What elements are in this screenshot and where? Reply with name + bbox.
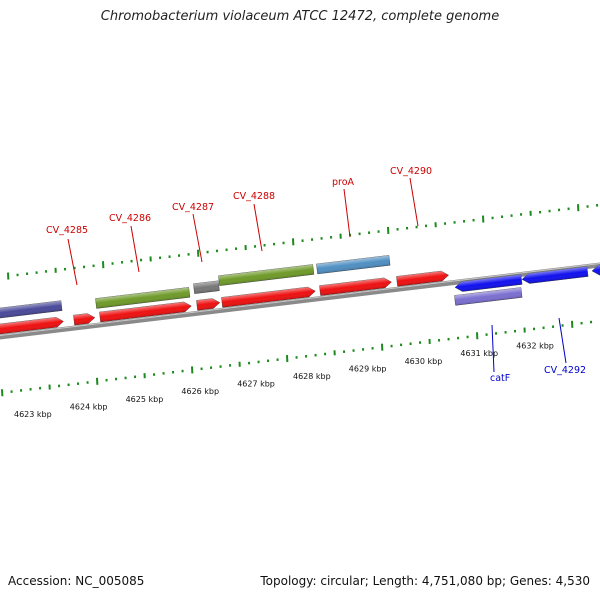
cog-block-lavender (454, 287, 523, 306)
scale-label: 4626 kbp (181, 387, 219, 396)
cog-block-green-2 (218, 264, 315, 286)
gene-label: CV_4292 (544, 365, 586, 376)
gene-label-leader (343, 188, 351, 238)
cds-arrow-cv4286 (99, 301, 192, 323)
gene-label: CV_4287 (172, 202, 214, 213)
scale-label: 4623 kbp (14, 410, 52, 419)
gene-label-leader (558, 317, 567, 364)
cds-arrow-cv4292 (521, 266, 589, 284)
gene-label-leader (253, 203, 263, 252)
scale-label: 4624 kbp (70, 402, 108, 411)
cds-arrow-cv4288 (221, 286, 316, 308)
cds-arrow-cv4287 (196, 298, 221, 311)
gene-label-leader (192, 213, 203, 263)
scale-label: 4627 kbp (237, 380, 275, 389)
accession-text: Accession: NC_005085 (8, 574, 145, 588)
genome-summary-text: Topology: circular; Length: 4,751,080 bp… (260, 574, 590, 588)
cog-block-purple (0, 300, 63, 319)
map-title: Chromobacterium violaceum ATCC 12472, co… (100, 9, 500, 24)
gene-label-leader (409, 177, 419, 227)
cog-block-green (95, 287, 191, 309)
cds-arrow-proa (319, 277, 392, 296)
gene-label: proA (332, 177, 355, 188)
gene-label: CV_4285 (46, 225, 88, 236)
cog-block-gray (193, 280, 220, 294)
gene-label-leader (130, 225, 140, 273)
backbone-highlight (0, 262, 600, 337)
gene-label: CV_4288 (233, 191, 275, 202)
cog-block-steel (316, 255, 391, 275)
scale-label: 4628 kbp (293, 372, 331, 381)
gene-label: CV_4290 (390, 166, 432, 177)
gene-label-leader (67, 238, 78, 286)
scale-label: 4629 kbp (349, 364, 387, 373)
scale-label: 4630 kbp (405, 357, 443, 366)
gene-label-leader (491, 324, 495, 373)
gene-label: CV_4286 (109, 213, 151, 224)
scale-label: 4631 kbp (460, 349, 498, 358)
cds-arrow-next (591, 262, 600, 276)
cds-arrow-catf (454, 274, 523, 292)
scale-label: 4625 kbp (126, 395, 164, 404)
scale-label: 4632 kbp (516, 342, 554, 351)
gene-label: catF (490, 373, 510, 384)
cds-arrow-red (0, 317, 64, 335)
cds-arrow-cv4285 (73, 313, 96, 326)
cds-arrow-cv4290 (396, 270, 449, 287)
